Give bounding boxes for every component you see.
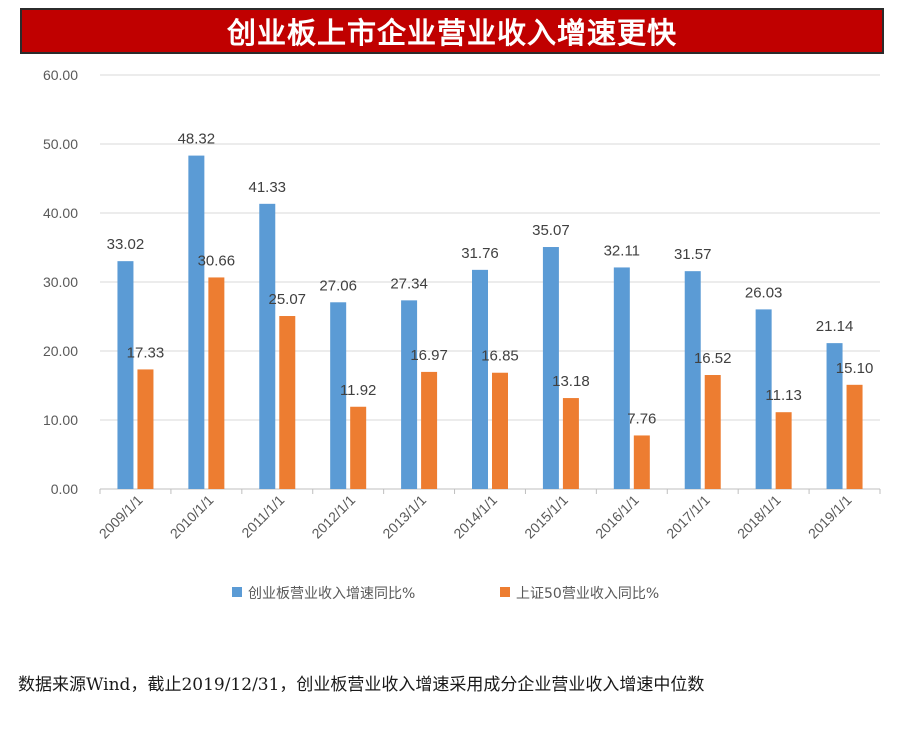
- data-label-series-a: 41.33: [248, 179, 286, 196]
- bar-series-b: [279, 316, 296, 489]
- y-tick-label: 0.00: [51, 481, 78, 497]
- bar-series-a: [401, 300, 418, 489]
- legend-swatch-series-b: [500, 587, 510, 597]
- data-label-series-b: 30.66: [198, 252, 236, 269]
- data-labels: 33.02 17.33 48.32 30.66 41.33 25.07 27.06 11.92…: [107, 131, 874, 428]
- data-label-series-a: 32.11: [604, 242, 640, 259]
- bar-series-a: [542, 247, 559, 489]
- x-tick-label: 2016/1/1: [592, 492, 642, 542]
- chart-title: 创业板上市企业营业收入增速更快: [226, 16, 677, 50]
- bar-series-a: [330, 302, 347, 489]
- title-banner: 创业板上市企业营业收入增速更快: [20, 8, 884, 54]
- data-label-series-a: 33.02: [107, 236, 145, 253]
- x-tick-label: 2015/1/1: [521, 492, 571, 542]
- bars: [117, 155, 863, 490]
- bar-series-b: [421, 371, 438, 489]
- data-label-series-b: 16.85: [481, 348, 519, 365]
- x-tick-label: 2009/1/1: [96, 492, 146, 542]
- y-tick-label: 60.00: [43, 67, 78, 83]
- y-tick-label: 40.00: [43, 205, 78, 221]
- bar-series-a: [117, 261, 134, 489]
- data-label-series-a: 48.32: [178, 131, 216, 148]
- x-tick-label: 2017/1/1: [663, 492, 713, 542]
- data-label-series-a: 27.34: [390, 275, 428, 292]
- source-footnote: 数据来源Wind，截止2019/12/31，创业板营业收入增速采用成分企业营业收…: [18, 675, 705, 695]
- y-tick-label: 10.00: [43, 412, 78, 428]
- legend-label-series-a: 创业板营业收入增速同比%: [248, 586, 415, 602]
- data-label-series-b: 15.10: [836, 360, 874, 377]
- bar-series-b: [704, 375, 721, 489]
- x-tick-label: 2012/1/1: [308, 492, 358, 542]
- data-label-series-b: 13.18: [552, 373, 590, 390]
- data-label-series-b: 11.13: [765, 387, 801, 404]
- legend-swatch-series-a: [232, 587, 242, 597]
- x-tick-label: 2011/1/1: [238, 492, 287, 541]
- data-label-series-b: 16.97: [410, 347, 448, 364]
- bar-series-b: [562, 398, 579, 489]
- data-label-series-b: 16.52: [694, 350, 732, 367]
- y-tick-label: 50.00: [43, 136, 78, 152]
- x-tick-label: 2013/1/1: [379, 492, 429, 542]
- data-label-series-b: 25.07: [268, 291, 306, 308]
- y-tick-label: 20.00: [43, 343, 78, 359]
- x-tick-label: 2010/1/1: [167, 492, 217, 542]
- bar-series-b: [633, 435, 650, 489]
- data-label-series-b: 11.92: [340, 382, 376, 399]
- bar-series-a: [684, 271, 701, 489]
- bar-series-b: [775, 412, 792, 489]
- bar-series-a: [613, 267, 630, 489]
- grid-lines: [99, 74, 881, 494]
- bar-series-b: [492, 372, 508, 489]
- bar-series-a: [826, 343, 843, 489]
- bar-series-b: [208, 277, 225, 489]
- bar-series-a: [259, 203, 276, 489]
- legend-label-series-b: 上证50营业收入同比%: [516, 586, 659, 602]
- data-label-series-a: 26.03: [745, 284, 783, 301]
- x-tick-label: 2018/1/1: [734, 492, 784, 542]
- bar-series-a: [472, 269, 488, 489]
- y-axis-ticks: 0.00 10.00 20.00 30.00 40.00 50.00 60.00: [43, 67, 78, 497]
- legend: 创业板营业收入增速同比% 上证50营业收入同比%: [232, 586, 659, 602]
- data-label-series-a: 21.14: [816, 318, 854, 335]
- bar-series-b: [846, 384, 863, 489]
- data-label-series-b: 17.33: [127, 344, 165, 361]
- x-tick-label: 2019/1/1: [805, 492, 855, 542]
- x-tick-label: 2014/1/1: [450, 492, 500, 542]
- bar-series-b: [350, 406, 367, 489]
- data-label-series-a: 31.76: [461, 245, 499, 262]
- data-label-series-a: 27.06: [319, 277, 357, 294]
- y-tick-label: 30.00: [43, 274, 78, 290]
- bar-series-a: [755, 309, 772, 489]
- data-label-series-a: 31.57: [674, 246, 712, 263]
- bar-series-a: [188, 155, 205, 490]
- data-label-series-a: 35.07: [532, 222, 570, 239]
- x-axis-ticks: 2009/1/1 2010/1/1 2011/1/1 2012/1/1 2013/1/1…: [96, 492, 855, 542]
- data-label-series-b: 7.76: [627, 410, 656, 427]
- bar-series-b: [137, 369, 154, 489]
